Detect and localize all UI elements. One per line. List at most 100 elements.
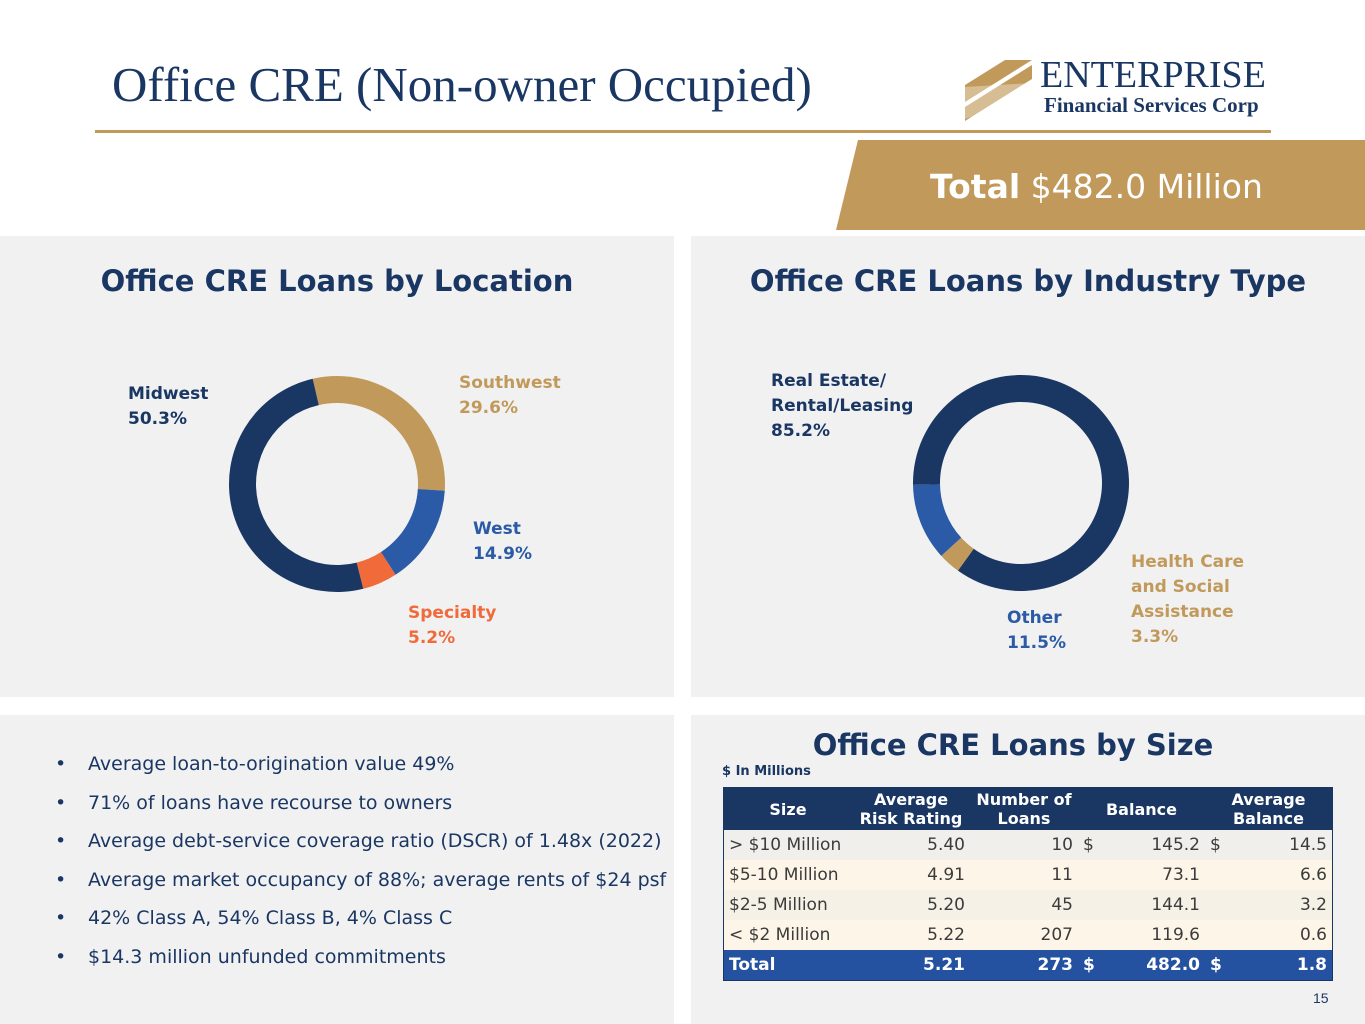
label-real-estate-line1: Real Estate/ (771, 371, 887, 391)
size-table: Size Average Risk Rating Number of Loans… (723, 787, 1333, 981)
table-row: $5-10 Million 4.91 11 73.1 6.6 (723, 860, 1333, 890)
company-logo: ENTERPRISE Financial Services Corp (960, 54, 1275, 125)
cell-balance-currency: $ (1078, 950, 1102, 981)
cell-balance: 145.2 (1102, 830, 1205, 860)
label-health-care: Health Care and Social Assistance 3.3% (1131, 550, 1244, 650)
page-title: Office CRE (Non-owner Occupied) (112, 57, 812, 112)
cell-size: < $2 Million (723, 920, 852, 950)
cell-balance-currency: $ (1078, 830, 1102, 860)
logo-name: ENTERPRISE (1040, 54, 1266, 96)
cell-balance: 482.0 (1102, 950, 1205, 981)
label-real-estate-pct: 85.2% (771, 421, 830, 441)
label-midwest-pct: 50.3% (128, 409, 187, 429)
cell-avg-currency (1204, 860, 1229, 890)
cell-size: > $10 Million (723, 830, 852, 860)
label-specialty-name: Specialty (408, 603, 497, 623)
donut-slice-other (913, 484, 962, 556)
col-risk: Average Risk Rating (852, 787, 970, 830)
label-southwest: Southwest 29.6% (459, 371, 561, 421)
label-midwest-name: Midwest (128, 384, 209, 404)
cell-size: $5-10 Million (723, 860, 852, 890)
location-panel: Office CRE Loans by Location Midwest 50.3… (0, 236, 674, 697)
label-real-estate: Real Estate/ Rental/Leasing 85.2% (771, 369, 913, 444)
cell-avg-currency (1204, 920, 1229, 950)
cell-loans: 207 (970, 920, 1078, 950)
col-avg-balance: Average Balance (1204, 787, 1333, 830)
label-west-pct: 14.9% (473, 544, 532, 564)
bullet-item: Average debt-service coverage ratio (DSC… (55, 822, 666, 861)
cell-risk: 4.91 (852, 860, 970, 890)
donut-slice-west (380, 489, 445, 575)
cell-avg-balance: 6.6 (1228, 860, 1333, 890)
cell-balance-currency (1078, 890, 1102, 920)
donut-slice-midwest (228, 378, 364, 593)
cell-avg-balance: 14.5 (1228, 830, 1333, 860)
bullet-item: 71% of loans have recourse to owners (55, 784, 666, 823)
col-size: Size (723, 787, 852, 830)
label-other: Other 11.5% (1007, 606, 1066, 656)
page-number: 15 (1313, 990, 1329, 1006)
cell-avg-balance: 3.2 (1228, 890, 1333, 920)
donut-slice-specialty (356, 552, 396, 589)
cell-loans: 10 (970, 830, 1078, 860)
industry-chart-title: Office CRE Loans by Industry Type (749, 264, 1307, 298)
total-banner (836, 140, 1365, 230)
table-row: > $10 Million 5.40 10 $ 145.2 $ 14.5 (723, 830, 1333, 860)
cell-risk: 5.22 (852, 920, 970, 950)
bullet-item: 42% Class A, 54% Class B, 4% Class C (55, 899, 666, 938)
cell-avg-balance: 0.6 (1228, 920, 1333, 950)
cell-balance-currency (1078, 860, 1102, 890)
label-other-name: Other (1007, 608, 1062, 628)
donut-slice-southwest (312, 376, 446, 491)
cell-balance-currency (1078, 920, 1102, 950)
label-specialty: Specialty 5.2% (408, 601, 496, 651)
highlights-list: Average loan-to-origination value 49% 71… (55, 745, 666, 977)
cell-avg-currency: $ (1204, 950, 1229, 981)
table-total-row: Total 5.21 273 $ 482.0 $ 1.8 (723, 950, 1333, 981)
label-southwest-pct: 29.6% (459, 398, 518, 418)
location-donut-chart (228, 376, 446, 593)
label-health-care-pct: 3.3% (1131, 627, 1179, 647)
cell-avg-currency (1204, 890, 1229, 920)
logo-subtitle: Financial Services Corp (1044, 93, 1259, 117)
industry-panel: Office CRE Loans by Industry Type Real E… (691, 236, 1365, 697)
size-table-title: Office CRE Loans by Size (812, 728, 1214, 762)
cell-risk: 5.40 (852, 830, 970, 860)
table-row: $2-5 Million 5.20 45 144.1 3.2 (723, 890, 1333, 920)
donut-slice-health-care-and-social-assistance (941, 537, 974, 571)
cell-size: $2-5 Million (723, 890, 852, 920)
label-health-care-line1: Health Care (1131, 552, 1245, 572)
cell-balance: 73.1 (1102, 860, 1205, 890)
bullet-item: Average market occupancy of 88%; average… (55, 861, 666, 900)
label-real-estate-line2: Rental/Leasing (771, 396, 914, 416)
table-row: < $2 Million 5.22 207 119.6 0.6 (723, 920, 1333, 950)
col-balance: Balance (1078, 787, 1205, 830)
cell-risk: 5.20 (852, 890, 970, 920)
units-note: $ In Millions (722, 764, 811, 779)
cell-avg-balance: 1.8 (1228, 950, 1333, 981)
cell-balance: 144.1 (1102, 890, 1205, 920)
cell-balance: 119.6 (1102, 920, 1205, 950)
label-west-name: West (473, 519, 521, 539)
enterprise-logo-icon (965, 60, 1032, 121)
cell-loans: 45 (970, 890, 1078, 920)
total-amount: Total $482.0 Million (930, 167, 1263, 206)
location-chart-title: Office CRE Loans by Location (100, 264, 574, 298)
total-value: $482.0 Million (1030, 167, 1263, 206)
industry-donut-chart (913, 375, 1129, 591)
label-health-care-line3: Assistance (1131, 602, 1234, 622)
cell-size: Total (723, 950, 852, 981)
label-health-care-line2: and Social (1131, 577, 1230, 597)
cell-avg-currency: $ (1204, 830, 1229, 860)
total-label: Total (930, 167, 1021, 206)
col-loans: Number of Loans (970, 787, 1078, 830)
table-header-row: Size Average Risk Rating Number of Loans… (723, 787, 1333, 830)
cell-loans: 11 (970, 860, 1078, 890)
title-divider (95, 130, 1271, 133)
label-southwest-name: Southwest (459, 373, 561, 393)
label-midwest: Midwest 50.3% (128, 382, 208, 432)
bullet-item: Average loan-to-origination value 49% (55, 745, 666, 784)
cell-loans: 273 (970, 950, 1078, 981)
label-west: West 14.9% (473, 517, 532, 567)
label-other-pct: 11.5% (1007, 633, 1066, 653)
